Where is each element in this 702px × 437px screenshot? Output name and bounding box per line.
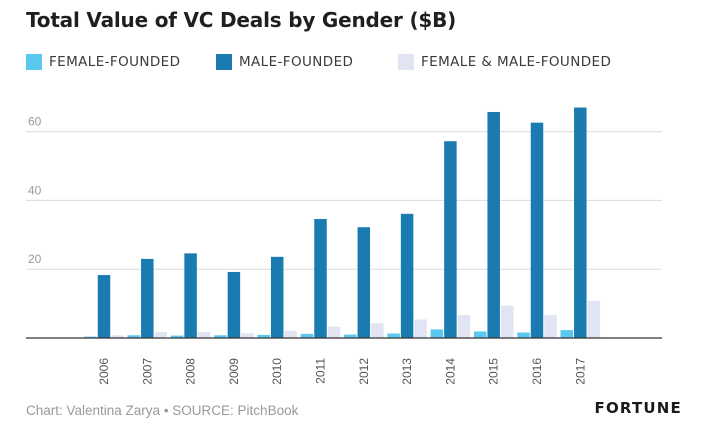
bar-male-founded-2012 [357,227,371,338]
bar-female-founded-2014 [430,329,444,338]
bar-female-male-founded-2012 [371,323,384,338]
legend-swatch-male-founded [216,54,232,70]
bar-female-founded-2016 [517,332,530,338]
legend-item-male-founded: MALE-FOUNDED [216,54,353,70]
bar-female-male-founded-2008 [197,331,211,338]
bar-female-founded-2006 [84,336,97,338]
bar-male-founded-2009 [227,271,241,338]
x-tick-label-2013: 2013 [400,358,414,385]
bar-female-founded-2008 [170,335,184,338]
bar-female-male-founded-2006 [111,335,124,338]
bar-male-founded-2016 [530,122,544,338]
y-tick-label: 40 [28,183,42,197]
bar-male-founded-2006 [97,275,111,338]
bar-female-male-founded-2016 [544,314,557,338]
x-tick-label-2007: 2007 [140,358,154,385]
bar-female-founded-2009 [214,335,227,338]
bar-female-male-founded-2010 [284,330,297,338]
bar-male-founded-2014 [444,141,457,338]
x-tick-label-2009: 2009 [227,358,241,385]
bar-male-founded-2010 [270,256,284,338]
x-tick-label-2008: 2008 [184,358,198,385]
y-tick-label: 60 [28,115,42,129]
bar-female-founded-2007 [127,335,141,338]
bar-female-male-founded-2007 [154,332,168,338]
legend-label-female-founded: FEMALE-FOUNDED [49,54,181,70]
bar-female-male-founded-2017 [587,300,601,338]
y-tick-label: 20 [28,252,42,266]
bar-female-male-founded-2009 [241,333,254,338]
legend-swatch-female-founded [26,54,42,70]
x-tick-label-2015: 2015 [487,358,501,385]
x-tick-label-2016: 2016 [530,358,544,385]
bar-female-male-founded-2013 [414,319,427,338]
x-tick-label-2006: 2006 [97,358,111,385]
bar-male-founded-2017 [574,107,587,339]
legend-item-female-male-founded: FEMALE & MALE-FOUNDED [398,54,611,70]
legend-swatch-female-male-founded [398,54,414,70]
fortune-logo: FORTUNE [594,399,682,417]
legend-item-female-founded: FEMALE-FOUNDED [26,54,180,70]
bar-female-founded-2011 [300,333,314,338]
x-tick-label-2014: 2014 [443,358,457,385]
bar-female-founded-2012 [344,334,357,338]
bar-chart: 20 40 60 2006 2007 2008 2009 2010 2011 2012 2013 20… [26,107,662,385]
bar-female-male-founded-2011 [327,326,341,338]
x-tick-label-2017: 2017 [573,358,587,385]
chart-title: Total Value of VC Deals by Gender ($B) [26,8,457,32]
bar-male-founded-2008 [184,253,197,338]
bar-female-founded-2017 [560,330,574,338]
x-tick-label-2011: 2011 [314,358,328,384]
bar-female-male-founded-2014 [457,314,471,338]
chart-credit: Chart: Valentina Zarya • SOURCE: PitchBo… [26,403,299,418]
bar-female-founded-2015 [473,331,487,338]
x-tick-label-2010: 2010 [270,358,284,385]
bar-female-male-founded-2015 [500,305,514,338]
bar-male-founded-2007 [141,258,154,338]
legend-label-female-male-founded: FEMALE & MALE-FOUNDED [421,54,612,70]
bar-female-founded-2010 [257,334,270,338]
x-tick-label-2012: 2012 [357,358,371,385]
bar-male-founded-2015 [487,111,500,339]
legend-label-male-founded: MALE-FOUNDED [239,54,354,70]
bar-male-founded-2013 [400,213,414,338]
bar-male-founded-2011 [314,218,327,338]
bar-female-founded-2013 [387,333,400,338]
